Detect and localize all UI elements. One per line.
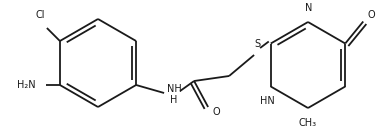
Text: S: S [254, 39, 260, 49]
Text: H₂N: H₂N [17, 80, 36, 90]
Text: HN: HN [261, 95, 275, 105]
Text: Cl: Cl [35, 10, 44, 20]
Text: NH: NH [167, 84, 182, 94]
Text: O: O [212, 107, 220, 117]
Text: CH₃: CH₃ [299, 118, 317, 128]
Text: N: N [305, 3, 313, 13]
Text: H: H [170, 95, 178, 105]
Text: O: O [367, 10, 375, 20]
